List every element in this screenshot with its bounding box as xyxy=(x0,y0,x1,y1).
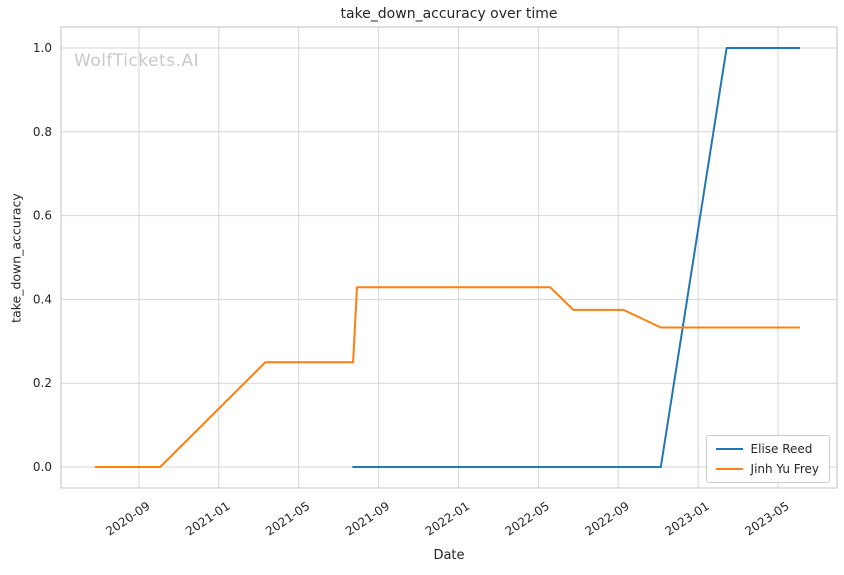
legend-item-elise-reed: Elise Reed xyxy=(715,441,819,457)
x-tick-label: 2023-05 xyxy=(742,499,791,539)
legend-line-swatch xyxy=(715,468,743,470)
x-tick-label: 2021-05 xyxy=(263,499,312,539)
series-line-elise-reed xyxy=(352,47,800,468)
x-tick-label: 2023-01 xyxy=(662,499,711,539)
y-tick-label: 0.2 xyxy=(33,376,52,390)
legend-item-jinh-yu-frey: Jinh Yu Frey xyxy=(715,461,819,477)
y-tick-label: 0.8 xyxy=(33,125,52,139)
x-tick-label: 2022-05 xyxy=(503,499,552,539)
y-tick-label: 0.6 xyxy=(33,209,52,223)
x-tick-label: 2022-09 xyxy=(583,499,632,539)
y-axis-label: take_down_accuracy xyxy=(8,193,24,323)
x-tick-label: 2022-01 xyxy=(423,499,472,539)
chart-title: take_down_accuracy over time xyxy=(340,6,558,22)
series-line-jinh-yu-frey xyxy=(94,286,800,468)
legend-label: Jinh Yu Frey xyxy=(750,462,819,476)
axes-frame xyxy=(60,26,838,489)
legend-line-swatch xyxy=(715,448,743,450)
y-tick-label: 0.4 xyxy=(33,292,52,306)
y-tick-label: 0.0 xyxy=(33,460,52,474)
watermark: WolfTickets.AI xyxy=(74,51,200,71)
x-axis-label: Date xyxy=(433,548,465,563)
y-tick-label: 1.0 xyxy=(33,41,52,55)
legend-label: Elise Reed xyxy=(750,442,813,456)
x-tick-label: 2020-09 xyxy=(103,499,152,539)
legend: Elise Reed Jinh Yu Frey xyxy=(705,435,830,483)
x-tick-label: 2021-09 xyxy=(343,499,392,539)
x-tick-label: 2021-01 xyxy=(183,499,232,539)
